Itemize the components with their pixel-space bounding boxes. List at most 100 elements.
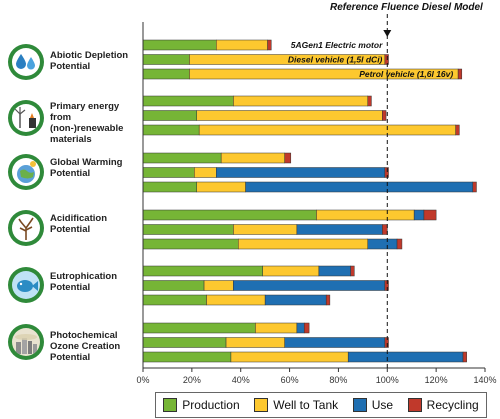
vehicle-label: 5AGen1 Electric motor <box>291 40 383 50</box>
bar-segment-well-to-tank <box>220 152 285 164</box>
bar-segment-well-to-tank <box>255 322 298 334</box>
bar-segment-well-to-tank <box>238 238 368 250</box>
bar-segment-well-to-tank <box>194 167 217 178</box>
bar-segment-recycling <box>384 280 389 291</box>
bar-segment-use <box>233 280 386 291</box>
bar-segment-production <box>142 39 217 51</box>
bar-segment-recycling <box>284 152 292 164</box>
bar-segment-production <box>142 265 263 277</box>
bar-segment-well-to-tank <box>216 39 268 51</box>
legend-swatch-well-to-tank <box>254 398 269 412</box>
bar-segment-production <box>142 280 205 291</box>
bar-segment-production <box>142 209 317 221</box>
legend-label-use: Use <box>371 398 394 412</box>
legend: Production Well to Tank Use Recycling <box>155 392 487 418</box>
x-tick-label: 140% <box>473 375 496 385</box>
bar-segment-well-to-tank <box>262 265 320 277</box>
bar-segment-use <box>216 167 386 178</box>
bar-segment-well-to-tank <box>316 209 415 221</box>
category-label-photochemical: Photochemical Ozone Creation Potential <box>50 330 121 363</box>
bar-segment-production <box>142 110 197 121</box>
category-label-abiotic: Abiotic Depletion Potential <box>50 50 129 72</box>
category-label-primary-energy: Primary energy from (non-)renewable mate… <box>50 101 124 145</box>
bar-segment-well-to-tank <box>233 224 298 235</box>
bar-segment-well-to-tank <box>196 181 246 193</box>
bar-segment-recycling <box>267 39 272 51</box>
bar-segment-recycling <box>382 224 388 235</box>
legend-item-well-to-tank: Well to Tank <box>254 398 338 412</box>
bar-segment-use <box>264 294 327 306</box>
bar-segment-well-to-tank <box>225 337 285 348</box>
bar-segment-production <box>142 322 256 334</box>
legend-item-production: Production <box>163 398 240 412</box>
reference-arrow <box>383 30 392 37</box>
bar-segment-well-to-tank <box>206 294 266 306</box>
legend-item-recycling: Recycling <box>407 398 479 412</box>
bar-segment-recycling <box>423 209 437 221</box>
bar-segment-production <box>142 294 207 306</box>
bar-segment-production <box>142 181 197 193</box>
legend-label-recycling: Recycling <box>426 398 479 412</box>
bar-segment-production <box>142 351 232 363</box>
x-tick-label: 20% <box>183 375 201 385</box>
bar-segment-use <box>347 351 464 363</box>
bar-segment-use <box>296 224 383 235</box>
fish-icon <box>8 267 44 303</box>
bar-segment-production <box>142 337 227 348</box>
globe-icon <box>8 154 44 190</box>
category-label-eutrophication: Eutrophication Potential <box>50 271 118 293</box>
bar-segment-recycling <box>384 54 389 65</box>
bar-segment-well-to-tank <box>233 95 368 107</box>
water-drops-icon <box>8 44 44 80</box>
bar-segment-recycling <box>382 110 387 121</box>
bar-segment-use <box>413 209 425 221</box>
vehicle-label: Petrol vehicle (1,6l 16v) <box>359 69 453 79</box>
x-tick-label: 100% <box>376 375 399 385</box>
bar-segment-recycling <box>462 351 467 363</box>
bar-segment-use <box>284 337 386 348</box>
bar-segment-recycling <box>384 167 389 178</box>
bar-segment-recycling <box>396 238 403 250</box>
bar-segment-production <box>142 68 190 80</box>
legend-swatch-production <box>163 398 178 412</box>
bar-segment-recycling <box>457 68 463 80</box>
bar-segment-production <box>142 238 239 250</box>
reference-line-title: Reference Fluence Diesel Model <box>330 2 483 13</box>
bar-segment-production <box>142 167 195 178</box>
bar-segment-production <box>142 54 190 65</box>
x-tick-label: 60% <box>281 375 299 385</box>
bar-segment-production <box>142 152 222 164</box>
category-label-acidification: Acidification Potential <box>50 213 108 235</box>
bar-segment-use <box>245 181 474 193</box>
legend-swatch-recycling <box>407 398 422 412</box>
bar-segment-use <box>296 322 305 334</box>
bars-layer <box>142 39 477 363</box>
bar-segment-recycling <box>367 95 372 107</box>
smog-city-icon <box>8 324 44 360</box>
x-tick-label: 80% <box>329 375 347 385</box>
bar-segment-production <box>142 124 200 136</box>
bar-segment-production <box>142 95 234 107</box>
axis-layer: 0% 20% 40% 60% 80% 100% 120% 140% <box>136 14 497 385</box>
bar-segment-recycling <box>325 294 331 306</box>
bare-tree-icon <box>8 210 44 246</box>
bar-segment-well-to-tank <box>196 110 383 121</box>
bar-segment-use <box>367 238 398 250</box>
bar-segment-recycling <box>384 337 389 348</box>
bar-segment-recycling <box>472 181 477 193</box>
legend-item-use: Use <box>352 398 394 412</box>
legend-swatch-use <box>352 398 367 412</box>
bar-segment-well-to-tank <box>230 351 349 363</box>
bar-segment-recycling <box>303 322 310 334</box>
x-tick-label: 40% <box>232 375 250 385</box>
bar-segment-well-to-tank <box>198 124 456 136</box>
labels-layer: 5AGen1 Electric motor Diesel vehicle (1,5… <box>288 40 453 79</box>
bar-segment-use <box>318 265 351 277</box>
energy-sources-icon <box>8 100 44 136</box>
bar-segment-recycling <box>350 265 355 277</box>
legend-label-production: Production <box>182 398 240 412</box>
bar-segment-well-to-tank <box>203 280 234 291</box>
x-tick-label: 0% <box>136 375 149 385</box>
x-tick-label: 120% <box>425 375 448 385</box>
